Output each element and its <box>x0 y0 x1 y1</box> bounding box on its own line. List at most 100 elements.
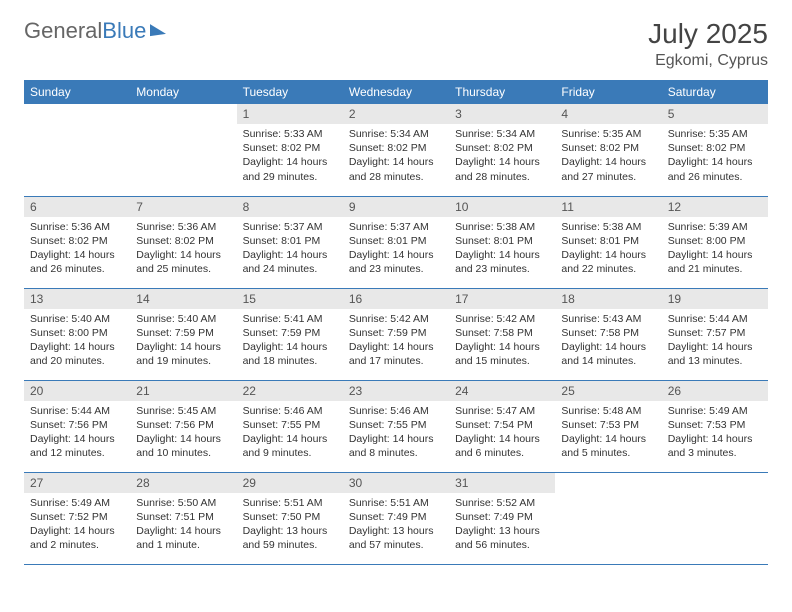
sunrise-line: Sunrise: 5:40 AM <box>136 312 230 326</box>
daylight-line-1: Daylight: 14 hours <box>668 340 762 354</box>
day-content: Sunrise: 5:33 AMSunset: 8:02 PMDaylight:… <box>237 124 343 187</box>
sunset-line: Sunset: 7:58 PM <box>561 326 655 340</box>
page-header: GeneralBlue July 2025 Egkomi, Cyprus <box>24 18 768 70</box>
calendar-day: 4Sunrise: 5:35 AMSunset: 8:02 PMDaylight… <box>555 104 661 196</box>
daylight-line-2: and 19 minutes. <box>136 354 230 368</box>
daylight-line-2: and 9 minutes. <box>243 446 337 460</box>
sunset-line: Sunset: 7:54 PM <box>455 418 549 432</box>
daylight-line-1: Daylight: 14 hours <box>243 248 337 262</box>
daylight-line-2: and 17 minutes. <box>349 354 443 368</box>
calendar-day: 24Sunrise: 5:47 AMSunset: 7:54 PMDayligh… <box>449 380 555 472</box>
calendar-day: 3Sunrise: 5:34 AMSunset: 8:02 PMDaylight… <box>449 104 555 196</box>
day-content: Sunrise: 5:51 AMSunset: 7:50 PMDaylight:… <box>237 493 343 556</box>
day-content: Sunrise: 5:36 AMSunset: 8:02 PMDaylight:… <box>24 217 130 280</box>
sunset-line: Sunset: 8:02 PM <box>561 141 655 155</box>
sunrise-line: Sunrise: 5:51 AM <box>349 496 443 510</box>
sunset-line: Sunset: 7:49 PM <box>455 510 549 524</box>
sunrise-line: Sunrise: 5:41 AM <box>243 312 337 326</box>
calendar-day: 18Sunrise: 5:43 AMSunset: 7:58 PMDayligh… <box>555 288 661 380</box>
daylight-line-1: Daylight: 14 hours <box>136 524 230 538</box>
calendar-day: 14Sunrise: 5:40 AMSunset: 7:59 PMDayligh… <box>130 288 236 380</box>
daylight-line-1: Daylight: 14 hours <box>30 248 124 262</box>
day-number: 20 <box>24 381 130 401</box>
day-number: 22 <box>237 381 343 401</box>
sunrise-line: Sunrise: 5:43 AM <box>561 312 655 326</box>
calendar-day: 30Sunrise: 5:51 AMSunset: 7:49 PMDayligh… <box>343 472 449 564</box>
calendar-day: 6Sunrise: 5:36 AMSunset: 8:02 PMDaylight… <box>24 196 130 288</box>
day-content: Sunrise: 5:51 AMSunset: 7:49 PMDaylight:… <box>343 493 449 556</box>
day-content: Sunrise: 5:45 AMSunset: 7:56 PMDaylight:… <box>130 401 236 464</box>
day-content: Sunrise: 5:47 AMSunset: 7:54 PMDaylight:… <box>449 401 555 464</box>
day-content: Sunrise: 5:46 AMSunset: 7:55 PMDaylight:… <box>237 401 343 464</box>
weekday-header: Monday <box>130 80 236 104</box>
brand-part2: Blue <box>102 18 146 43</box>
day-content: Sunrise: 5:49 AMSunset: 7:53 PMDaylight:… <box>662 401 768 464</box>
calendar-day: 11Sunrise: 5:38 AMSunset: 8:01 PMDayligh… <box>555 196 661 288</box>
sunrise-line: Sunrise: 5:34 AM <box>455 127 549 141</box>
calendar-empty <box>24 104 130 196</box>
weekday-header: Saturday <box>662 80 768 104</box>
sunset-line: Sunset: 7:59 PM <box>243 326 337 340</box>
sunrise-line: Sunrise: 5:42 AM <box>349 312 443 326</box>
sunrise-line: Sunrise: 5:39 AM <box>668 220 762 234</box>
calendar-day: 10Sunrise: 5:38 AMSunset: 8:01 PMDayligh… <box>449 196 555 288</box>
sunrise-line: Sunrise: 5:44 AM <box>668 312 762 326</box>
day-content: Sunrise: 5:46 AMSunset: 7:55 PMDaylight:… <box>343 401 449 464</box>
calendar-day: 25Sunrise: 5:48 AMSunset: 7:53 PMDayligh… <box>555 380 661 472</box>
daylight-line-2: and 24 minutes. <box>243 262 337 276</box>
day-number: 19 <box>662 289 768 309</box>
calendar-day: 7Sunrise: 5:36 AMSunset: 8:02 PMDaylight… <box>130 196 236 288</box>
calendar-day: 28Sunrise: 5:50 AMSunset: 7:51 PMDayligh… <box>130 472 236 564</box>
sunset-line: Sunset: 8:02 PM <box>349 141 443 155</box>
daylight-line-1: Daylight: 14 hours <box>455 155 549 169</box>
daylight-line-2: and 28 minutes. <box>455 170 549 184</box>
day-content: Sunrise: 5:38 AMSunset: 8:01 PMDaylight:… <box>555 217 661 280</box>
daylight-line-1: Daylight: 13 hours <box>349 524 443 538</box>
day-content: Sunrise: 5:35 AMSunset: 8:02 PMDaylight:… <box>555 124 661 187</box>
sunset-line: Sunset: 8:01 PM <box>349 234 443 248</box>
day-content: Sunrise: 5:44 AMSunset: 7:57 PMDaylight:… <box>662 309 768 372</box>
calendar-day: 5Sunrise: 5:35 AMSunset: 8:02 PMDaylight… <box>662 104 768 196</box>
day-number: 25 <box>555 381 661 401</box>
day-number: 29 <box>237 473 343 493</box>
calendar-day: 2Sunrise: 5:34 AMSunset: 8:02 PMDaylight… <box>343 104 449 196</box>
sunset-line: Sunset: 8:01 PM <box>561 234 655 248</box>
daylight-line-2: and 5 minutes. <box>561 446 655 460</box>
daylight-line-2: and 18 minutes. <box>243 354 337 368</box>
sunrise-line: Sunrise: 5:36 AM <box>136 220 230 234</box>
day-number: 30 <box>343 473 449 493</box>
day-number: 10 <box>449 197 555 217</box>
sunrise-line: Sunrise: 5:35 AM <box>561 127 655 141</box>
day-number: 11 <box>555 197 661 217</box>
daylight-line-1: Daylight: 14 hours <box>349 248 443 262</box>
day-number: 31 <box>449 473 555 493</box>
daylight-line-2: and 2 minutes. <box>30 538 124 552</box>
calendar-day: 15Sunrise: 5:41 AMSunset: 7:59 PMDayligh… <box>237 288 343 380</box>
sunrise-line: Sunrise: 5:50 AM <box>136 496 230 510</box>
sunrise-line: Sunrise: 5:44 AM <box>30 404 124 418</box>
daylight-line-1: Daylight: 14 hours <box>668 248 762 262</box>
daylight-line-2: and 8 minutes. <box>349 446 443 460</box>
calendar-empty <box>555 472 661 564</box>
day-number: 4 <box>555 104 661 124</box>
brand-logo: GeneralBlue <box>24 18 166 44</box>
sunset-line: Sunset: 7:56 PM <box>30 418 124 432</box>
day-content: Sunrise: 5:50 AMSunset: 7:51 PMDaylight:… <box>130 493 236 556</box>
calendar-day: 21Sunrise: 5:45 AMSunset: 7:56 PMDayligh… <box>130 380 236 472</box>
sunrise-line: Sunrise: 5:49 AM <box>30 496 124 510</box>
calendar-day: 20Sunrise: 5:44 AMSunset: 7:56 PMDayligh… <box>24 380 130 472</box>
daylight-line-2: and 20 minutes. <box>30 354 124 368</box>
daylight-line-1: Daylight: 14 hours <box>561 155 655 169</box>
daylight-line-1: Daylight: 14 hours <box>243 155 337 169</box>
calendar-day: 19Sunrise: 5:44 AMSunset: 7:57 PMDayligh… <box>662 288 768 380</box>
day-content: Sunrise: 5:37 AMSunset: 8:01 PMDaylight:… <box>343 217 449 280</box>
sunset-line: Sunset: 7:58 PM <box>455 326 549 340</box>
day-content: Sunrise: 5:40 AMSunset: 8:00 PMDaylight:… <box>24 309 130 372</box>
calendar-body: 1Sunrise: 5:33 AMSunset: 8:02 PMDaylight… <box>24 104 768 564</box>
sunset-line: Sunset: 8:00 PM <box>30 326 124 340</box>
sunset-line: Sunset: 8:01 PM <box>243 234 337 248</box>
day-number: 17 <box>449 289 555 309</box>
calendar-day: 9Sunrise: 5:37 AMSunset: 8:01 PMDaylight… <box>343 196 449 288</box>
day-content: Sunrise: 5:44 AMSunset: 7:56 PMDaylight:… <box>24 401 130 464</box>
day-content: Sunrise: 5:52 AMSunset: 7:49 PMDaylight:… <box>449 493 555 556</box>
